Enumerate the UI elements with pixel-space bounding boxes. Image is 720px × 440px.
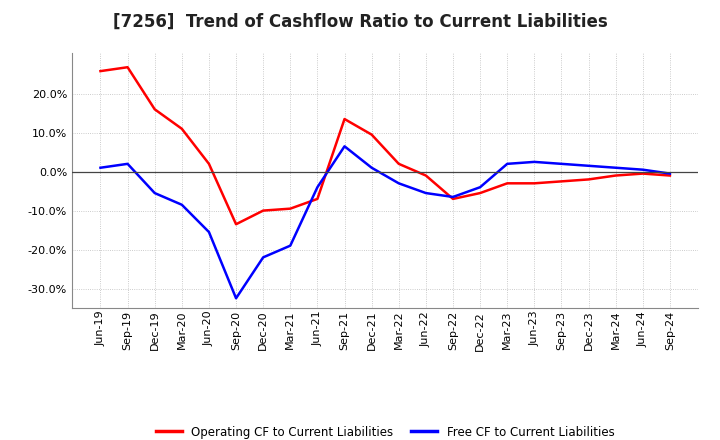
Operating CF to Current Liabilities (584, 177, 593, 182)
Operating CF to Current Liabilities (286, 206, 294, 211)
Free CF to Current Liabilities (639, 167, 647, 172)
Free CF to Current Liabilities (421, 191, 430, 196)
Operating CF to Current Liabilities (476, 191, 485, 196)
Free CF to Current Liabilities (557, 161, 566, 166)
Operating CF to Current Liabilities (232, 222, 240, 227)
Free CF to Current Liabilities (611, 165, 620, 170)
Free CF to Current Liabilities (395, 181, 403, 186)
Free CF to Current Liabilities (367, 165, 376, 170)
Operating CF to Current Liabilities (96, 69, 105, 74)
Operating CF to Current Liabilities (421, 173, 430, 178)
Line: Free CF to Current Liabilities: Free CF to Current Liabilities (101, 147, 670, 298)
Free CF to Current Liabilities (232, 296, 240, 301)
Operating CF to Current Liabilities (178, 126, 186, 132)
Operating CF to Current Liabilities (395, 161, 403, 166)
Free CF to Current Liabilities (665, 171, 674, 176)
Operating CF to Current Liabilities (557, 179, 566, 184)
Operating CF to Current Liabilities (204, 161, 213, 166)
Free CF to Current Liabilities (449, 194, 457, 200)
Operating CF to Current Liabilities (259, 208, 268, 213)
Operating CF to Current Liabilities (530, 181, 539, 186)
Legend: Operating CF to Current Liabilities, Free CF to Current Liabilities: Operating CF to Current Liabilities, Fre… (151, 421, 619, 440)
Free CF to Current Liabilities (123, 161, 132, 166)
Free CF to Current Liabilities (286, 243, 294, 248)
Operating CF to Current Liabilities (449, 196, 457, 202)
Operating CF to Current Liabilities (503, 181, 511, 186)
Operating CF to Current Liabilities (367, 132, 376, 137)
Operating CF to Current Liabilities (150, 106, 159, 112)
Operating CF to Current Liabilities (341, 117, 349, 122)
Operating CF to Current Liabilities (665, 173, 674, 178)
Free CF to Current Liabilities (530, 159, 539, 165)
Free CF to Current Liabilities (476, 184, 485, 190)
Free CF to Current Liabilities (178, 202, 186, 207)
Text: [7256]  Trend of Cashflow Ratio to Current Liabilities: [7256] Trend of Cashflow Ratio to Curren… (112, 13, 608, 31)
Free CF to Current Liabilities (341, 144, 349, 149)
Operating CF to Current Liabilities (639, 171, 647, 176)
Free CF to Current Liabilities (584, 163, 593, 169)
Free CF to Current Liabilities (150, 191, 159, 196)
Operating CF to Current Liabilities (611, 173, 620, 178)
Free CF to Current Liabilities (204, 229, 213, 235)
Line: Operating CF to Current Liabilities: Operating CF to Current Liabilities (101, 67, 670, 224)
Free CF to Current Liabilities (259, 255, 268, 260)
Free CF to Current Liabilities (313, 184, 322, 190)
Operating CF to Current Liabilities (313, 196, 322, 202)
Free CF to Current Liabilities (96, 165, 105, 170)
Free CF to Current Liabilities (503, 161, 511, 166)
Operating CF to Current Liabilities (123, 65, 132, 70)
